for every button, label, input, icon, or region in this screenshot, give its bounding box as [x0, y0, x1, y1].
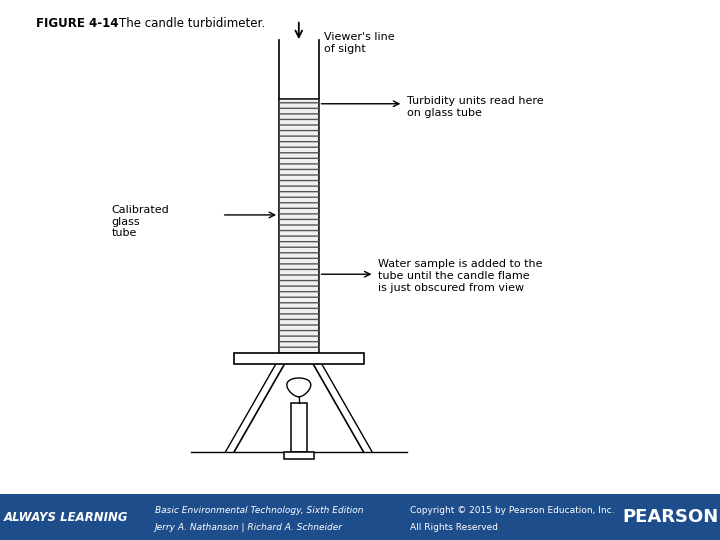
Text: ALWAYS LEARNING: ALWAYS LEARNING	[4, 510, 128, 524]
Text: PEARSON: PEARSON	[623, 508, 719, 526]
Bar	[284, 452, 314, 459]
Text: Basic Environmental Technology, Sixth Edition: Basic Environmental Technology, Sixth Ed…	[155, 505, 364, 515]
Text: Calibrated
glass
tube: Calibrated glass tube	[112, 205, 169, 238]
Text: The candle turbidimeter.: The candle turbidimeter.	[119, 17, 265, 30]
Text: Water sample is added to the
tube until the candle flame
is just obscured from v: Water sample is added to the tube until …	[378, 259, 542, 293]
Text: Turbidity units read here
on glass tube: Turbidity units read here on glass tube	[407, 96, 544, 118]
Text: FIGURE 4-14: FIGURE 4-14	[36, 17, 119, 30]
Bar	[291, 403, 307, 452]
Text: All Rights Reserved: All Rights Reserved	[410, 523, 498, 532]
Text: Jerry A. Nathanson | Richard A. Schneider: Jerry A. Nathanson | Richard A. Schneide…	[155, 523, 343, 532]
Polygon shape	[287, 378, 311, 397]
Bar	[279, 99, 318, 353]
Bar	[279, 99, 318, 353]
Text: Copyright © 2015 by Pearson Education, Inc.: Copyright © 2015 by Pearson Education, I…	[410, 505, 615, 515]
Text: Viewer's line
of sight: Viewer's line of sight	[324, 32, 395, 53]
Bar	[234, 353, 364, 364]
